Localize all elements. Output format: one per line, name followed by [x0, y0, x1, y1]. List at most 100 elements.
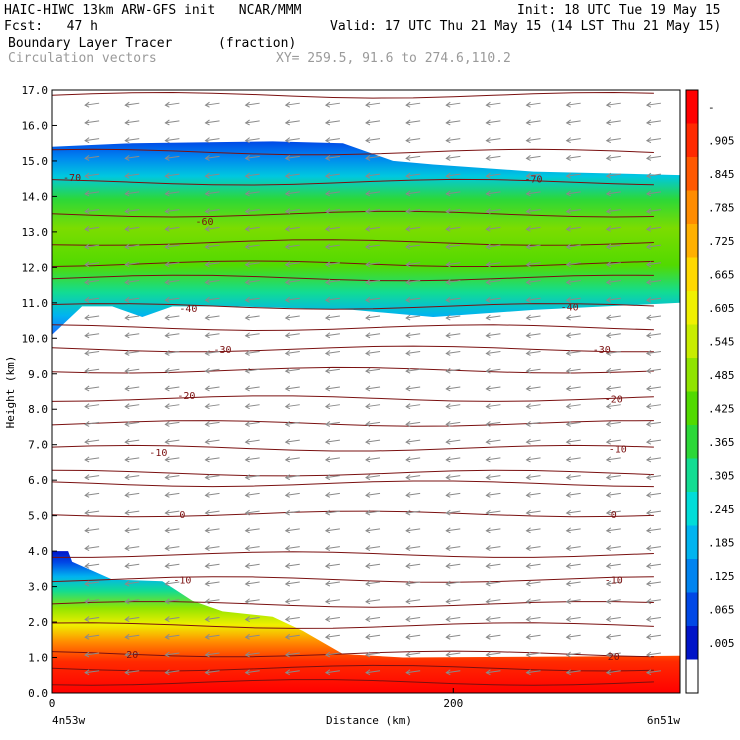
circulation-vector	[84, 101, 100, 108]
circulation-vector	[164, 296, 180, 303]
circulation-vector	[445, 314, 461, 321]
circulation-vector	[605, 208, 621, 215]
circulation-vector	[324, 101, 340, 108]
circulation-vector	[124, 474, 140, 481]
circulation-vector	[324, 421, 340, 427]
isotherm-line	[52, 345, 654, 353]
circulation-vector	[84, 137, 100, 144]
colorbar-swatch	[686, 157, 698, 191]
circulation-vector	[485, 527, 501, 534]
circulation-vector	[244, 137, 260, 144]
circulation-vector	[124, 438, 140, 445]
circulation-vector	[365, 669, 381, 676]
y-tick-label: 15.0	[22, 155, 49, 168]
circulation-vector	[485, 367, 501, 374]
circulation-vector	[284, 385, 300, 392]
circulation-vector	[365, 474, 381, 481]
colorbar-label: .905	[708, 134, 735, 147]
circulation-vector	[645, 367, 661, 374]
contour-label: -20	[177, 391, 195, 402]
isotherm-line	[52, 444, 654, 452]
y-tick-label: 1.0	[28, 652, 48, 665]
circulation-vector	[645, 616, 661, 622]
circulation-vector	[405, 669, 421, 676]
circulation-vector	[324, 137, 340, 144]
circulation-vector	[485, 190, 501, 197]
circulation-vector	[84, 491, 100, 498]
circulation-vector	[365, 367, 381, 374]
circulation-vector	[405, 225, 421, 232]
circulation-vector	[244, 562, 260, 569]
contour-label: 0	[179, 510, 185, 521]
circulation-vector	[565, 509, 581, 516]
circulation-vector	[605, 119, 621, 126]
circulation-vector	[565, 350, 581, 356]
circulation-vector	[164, 651, 180, 658]
contour-label: -30	[593, 345, 611, 356]
circulation-vector	[204, 403, 220, 410]
circulation-vector	[645, 119, 661, 126]
circulation-vector	[405, 243, 421, 250]
circulation-vector	[244, 101, 260, 108]
circulation-vector	[204, 314, 220, 321]
circulation-vector	[84, 225, 100, 232]
circulation-vector	[565, 438, 581, 445]
lower-tracer-layer	[52, 551, 680, 693]
circulation-vector	[164, 261, 180, 268]
isotherm-line	[52, 420, 654, 427]
circulation-vector	[405, 633, 421, 640]
circulation-vector	[284, 491, 300, 498]
circulation-vector	[244, 598, 260, 605]
circulation-vector	[204, 527, 220, 534]
circulation-vector	[124, 385, 140, 392]
circulation-vector	[164, 367, 180, 374]
circulation-vector	[525, 562, 541, 569]
circulation-vector	[84, 421, 100, 427]
circulation-vector	[365, 509, 381, 516]
isotherm-line	[52, 679, 654, 686]
circulation-vector	[284, 403, 300, 410]
x-tick-label: 200	[443, 697, 463, 710]
colorbar-label: .125	[708, 570, 735, 583]
circulation-vector	[324, 651, 340, 658]
circulation-vector	[84, 633, 100, 640]
circulation-vector	[204, 119, 220, 126]
circulation-vector	[645, 261, 661, 268]
circulation-vector	[124, 350, 140, 356]
circulation-vector	[525, 598, 541, 605]
colorbar-swatch	[686, 123, 698, 158]
circulation-vector	[124, 491, 140, 498]
circulation-vector	[204, 296, 220, 303]
circulation-vector	[605, 350, 621, 356]
circulation-vector	[645, 633, 661, 640]
field-units: (fraction)	[218, 36, 297, 51]
y-tick-label: 9.0	[28, 368, 48, 381]
circulation-vector	[284, 137, 300, 144]
circulation-vector	[284, 243, 300, 250]
circulation-vector	[645, 580, 661, 587]
circulation-vector	[525, 651, 541, 658]
circulation-vector	[204, 225, 220, 232]
circulation-vector	[565, 421, 581, 427]
circulation-vector	[485, 509, 501, 516]
circulation-vector	[445, 527, 461, 534]
circulation-vector	[204, 651, 220, 658]
circulation-vector	[244, 491, 260, 498]
circulation-vector	[605, 651, 621, 658]
circulation-vector	[324, 296, 340, 303]
circulation-vector	[485, 350, 501, 356]
circulation-vector	[124, 545, 140, 552]
circulation-vector	[84, 243, 100, 250]
circulation-vector	[324, 562, 340, 569]
circulation-vector	[445, 580, 461, 587]
circulation-vector	[445, 296, 461, 303]
circulation-vector	[204, 545, 220, 552]
circulation-vector	[324, 527, 340, 534]
circulation-vector	[284, 669, 300, 676]
colorbar-label: .665	[708, 268, 735, 281]
header-line1-right: Init: 18 UTC Tue 19 May 15	[517, 3, 721, 18]
circulation-vector	[124, 208, 140, 215]
isotherm-line	[52, 469, 654, 477]
isotherm-line	[52, 395, 654, 402]
circulation-vector	[244, 633, 260, 640]
